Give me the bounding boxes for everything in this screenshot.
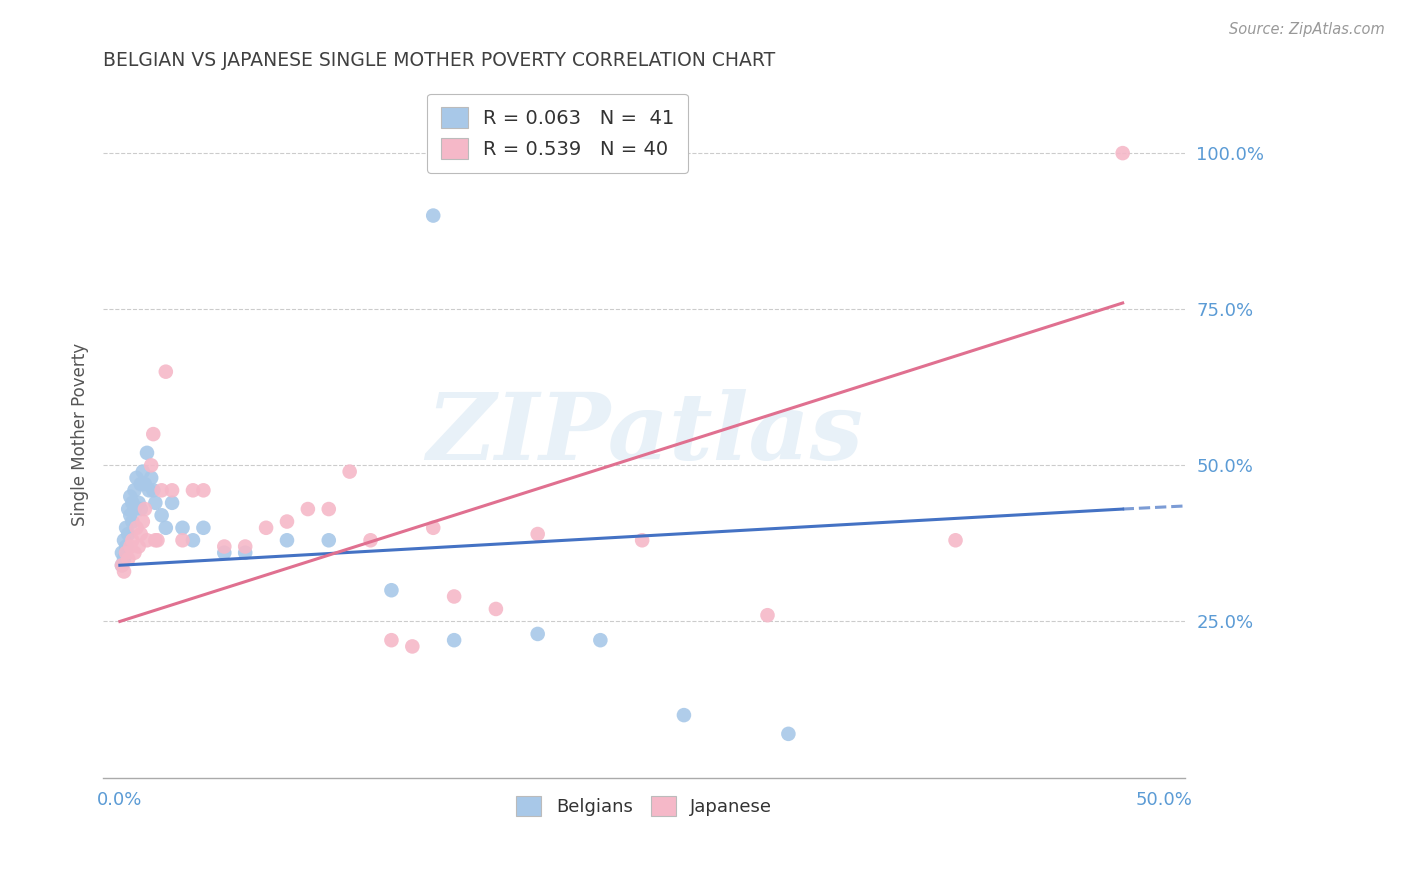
Point: [142, 483, 165, 498]
Point: [276, 515, 298, 529]
Point: [112, 565, 135, 579]
Point: [138, 483, 160, 498]
Point: [143, 496, 166, 510]
Point: [132, 515, 155, 529]
Point: [150, 508, 173, 523]
Point: [443, 633, 465, 648]
Point: [589, 633, 612, 648]
Point: [136, 533, 159, 548]
Point: [276, 533, 298, 548]
Point: [117, 552, 139, 566]
Point: [143, 533, 166, 548]
Point: [124, 546, 146, 560]
Point: [318, 502, 340, 516]
Point: [117, 502, 139, 516]
Point: [193, 521, 215, 535]
Point: [422, 521, 444, 535]
Point: [146, 533, 169, 548]
Point: [945, 533, 967, 548]
Point: [142, 427, 165, 442]
Point: [181, 533, 204, 548]
Point: [124, 483, 146, 498]
Point: [401, 640, 423, 654]
Point: [115, 521, 138, 535]
Point: [120, 490, 142, 504]
Point: [129, 477, 152, 491]
Point: [111, 546, 134, 560]
Point: [172, 521, 194, 535]
Point: [339, 465, 361, 479]
Point: [155, 365, 177, 379]
Point: [117, 527, 139, 541]
Point: [672, 708, 695, 723]
Point: [150, 483, 173, 498]
Point: [132, 465, 155, 479]
Point: [526, 527, 548, 541]
Point: [193, 483, 215, 498]
Point: [160, 496, 183, 510]
Point: [318, 533, 340, 548]
Point: [111, 558, 134, 573]
Point: [756, 608, 779, 623]
Y-axis label: Single Mother Poverty: Single Mother Poverty: [72, 343, 89, 525]
Point: [443, 590, 465, 604]
Point: [160, 483, 183, 498]
Point: [121, 533, 143, 548]
Point: [134, 477, 156, 491]
Point: [233, 540, 256, 554]
Legend: Belgians, Japanese: Belgians, Japanese: [509, 789, 780, 823]
Point: [214, 546, 236, 560]
Point: [115, 540, 138, 554]
Point: [526, 627, 548, 641]
Point: [380, 633, 402, 648]
Point: [125, 471, 148, 485]
Point: [1111, 146, 1133, 161]
Point: [112, 533, 135, 548]
Text: BELGIAN VS JAPANESE SINGLE MOTHER POVERTY CORRELATION CHART: BELGIAN VS JAPANESE SINGLE MOTHER POVERT…: [103, 51, 775, 70]
Point: [129, 502, 152, 516]
Point: [422, 209, 444, 223]
Text: ZIPatlas: ZIPatlas: [426, 389, 863, 479]
Point: [120, 508, 142, 523]
Point: [121, 496, 143, 510]
Point: [254, 521, 277, 535]
Point: [134, 502, 156, 516]
Point: [128, 496, 150, 510]
Point: [214, 540, 236, 554]
Point: [124, 502, 146, 516]
Point: [136, 446, 159, 460]
Point: [233, 546, 256, 560]
Point: [115, 546, 138, 560]
Point: [155, 521, 177, 535]
Point: [778, 727, 800, 741]
Point: [129, 527, 152, 541]
Point: [128, 540, 150, 554]
Point: [120, 540, 142, 554]
Point: [172, 533, 194, 548]
Point: [485, 602, 508, 616]
Point: [360, 533, 382, 548]
Point: [181, 483, 204, 498]
Point: [380, 583, 402, 598]
Point: [631, 533, 654, 548]
Text: Source: ZipAtlas.com: Source: ZipAtlas.com: [1229, 22, 1385, 37]
Point: [121, 515, 143, 529]
Point: [112, 552, 135, 566]
Point: [125, 521, 148, 535]
Point: [297, 502, 319, 516]
Point: [141, 471, 163, 485]
Point: [111, 558, 134, 573]
Point: [141, 458, 163, 473]
